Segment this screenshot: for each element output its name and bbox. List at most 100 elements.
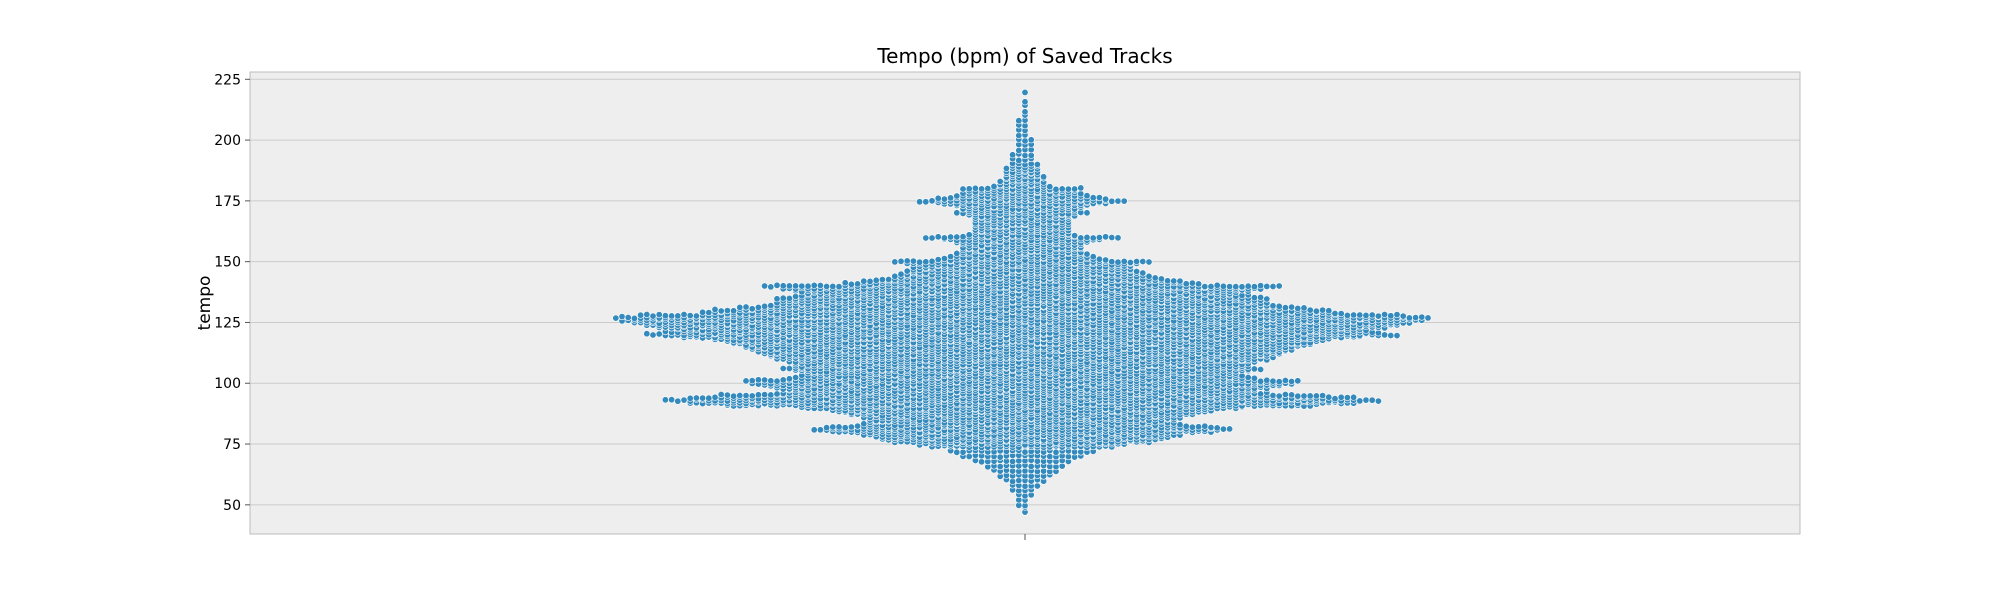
data-point bbox=[1387, 331, 1395, 339]
data-point bbox=[773, 390, 781, 398]
data-point bbox=[711, 393, 719, 401]
data-point bbox=[680, 310, 688, 318]
data-point bbox=[1027, 462, 1035, 470]
data-point bbox=[823, 424, 831, 432]
data-point bbox=[1244, 373, 1252, 381]
data-point bbox=[668, 312, 676, 320]
data-point bbox=[661, 312, 669, 320]
data-point bbox=[1331, 395, 1339, 403]
data-point bbox=[661, 396, 669, 404]
data-point bbox=[1269, 391, 1277, 399]
data-point bbox=[1009, 457, 1017, 465]
data-point bbox=[1263, 376, 1271, 384]
data-point bbox=[1052, 448, 1060, 456]
data-point bbox=[1300, 304, 1308, 312]
data-point bbox=[1195, 423, 1203, 431]
data-point bbox=[711, 305, 719, 313]
data-point bbox=[996, 463, 1004, 471]
data-point bbox=[736, 303, 744, 311]
data-point bbox=[674, 312, 682, 320]
data-point bbox=[779, 376, 787, 384]
data-point bbox=[1387, 312, 1395, 320]
data-point bbox=[637, 311, 645, 319]
data-point bbox=[699, 394, 707, 402]
data-point bbox=[1021, 482, 1029, 490]
data-point bbox=[742, 303, 750, 311]
data-point bbox=[978, 458, 986, 466]
data-point bbox=[1201, 422, 1209, 430]
data-point bbox=[1368, 396, 1376, 404]
data-point bbox=[692, 394, 700, 402]
data-point bbox=[680, 396, 688, 404]
data-point bbox=[730, 392, 738, 400]
data-point bbox=[723, 307, 731, 315]
data-point bbox=[841, 424, 849, 432]
data-point bbox=[1294, 377, 1302, 385]
data-point bbox=[854, 422, 862, 430]
data-point bbox=[655, 311, 663, 319]
data-point bbox=[1381, 331, 1389, 339]
data-point bbox=[742, 392, 750, 400]
data-point bbox=[1343, 311, 1351, 319]
data-point bbox=[1281, 390, 1289, 398]
data-point bbox=[1021, 448, 1029, 456]
data-point bbox=[686, 312, 694, 320]
data-point bbox=[1250, 374, 1258, 382]
data-point bbox=[1381, 310, 1389, 318]
data-point bbox=[1319, 392, 1327, 400]
data-point bbox=[1188, 423, 1196, 431]
data-point bbox=[1337, 310, 1345, 318]
data-point bbox=[996, 453, 1004, 461]
data-point bbox=[847, 423, 855, 431]
data-point bbox=[1362, 396, 1370, 404]
data-point bbox=[643, 310, 651, 318]
data-point bbox=[643, 330, 651, 338]
data-point bbox=[792, 373, 800, 381]
data-point bbox=[1269, 377, 1277, 385]
data-point bbox=[730, 307, 738, 315]
data-point bbox=[1257, 390, 1265, 398]
data-point bbox=[1362, 311, 1370, 319]
data-point bbox=[692, 312, 700, 320]
data-point bbox=[1300, 392, 1308, 400]
data-point bbox=[767, 377, 775, 385]
data-point bbox=[748, 392, 756, 400]
data-point bbox=[1374, 312, 1382, 320]
data-point bbox=[1312, 307, 1320, 315]
data-point bbox=[699, 308, 707, 316]
data-point bbox=[829, 423, 837, 431]
data-point bbox=[953, 448, 961, 456]
data-point bbox=[754, 303, 762, 311]
swarm-points bbox=[612, 88, 1432, 516]
data-point bbox=[1325, 307, 1333, 315]
data-point bbox=[1033, 482, 1041, 490]
data-point bbox=[1288, 303, 1296, 311]
data-point bbox=[1356, 397, 1364, 405]
data-point bbox=[649, 312, 657, 320]
data-point bbox=[1368, 311, 1376, 319]
data-point bbox=[1250, 365, 1258, 373]
data-point bbox=[612, 314, 620, 322]
data-point bbox=[1288, 377, 1296, 385]
data-point bbox=[668, 396, 676, 404]
data-point bbox=[1350, 393, 1358, 401]
data-point bbox=[810, 426, 818, 434]
data-point bbox=[1343, 394, 1351, 402]
data-point bbox=[1275, 378, 1283, 386]
data-point bbox=[1046, 452, 1054, 460]
data-point bbox=[1306, 392, 1314, 400]
data-point bbox=[1207, 423, 1215, 431]
data-point bbox=[1257, 365, 1265, 373]
data-point bbox=[1331, 309, 1339, 317]
data-point bbox=[1424, 314, 1432, 322]
data-point bbox=[1312, 392, 1320, 400]
data-point bbox=[754, 376, 762, 384]
data-point bbox=[674, 397, 682, 405]
data-point bbox=[1219, 425, 1227, 433]
data-point bbox=[1213, 424, 1221, 432]
data-point bbox=[761, 376, 769, 384]
data-point bbox=[1226, 425, 1234, 433]
data-point bbox=[1350, 311, 1358, 319]
data-point bbox=[816, 426, 824, 434]
data-point bbox=[1412, 314, 1420, 322]
